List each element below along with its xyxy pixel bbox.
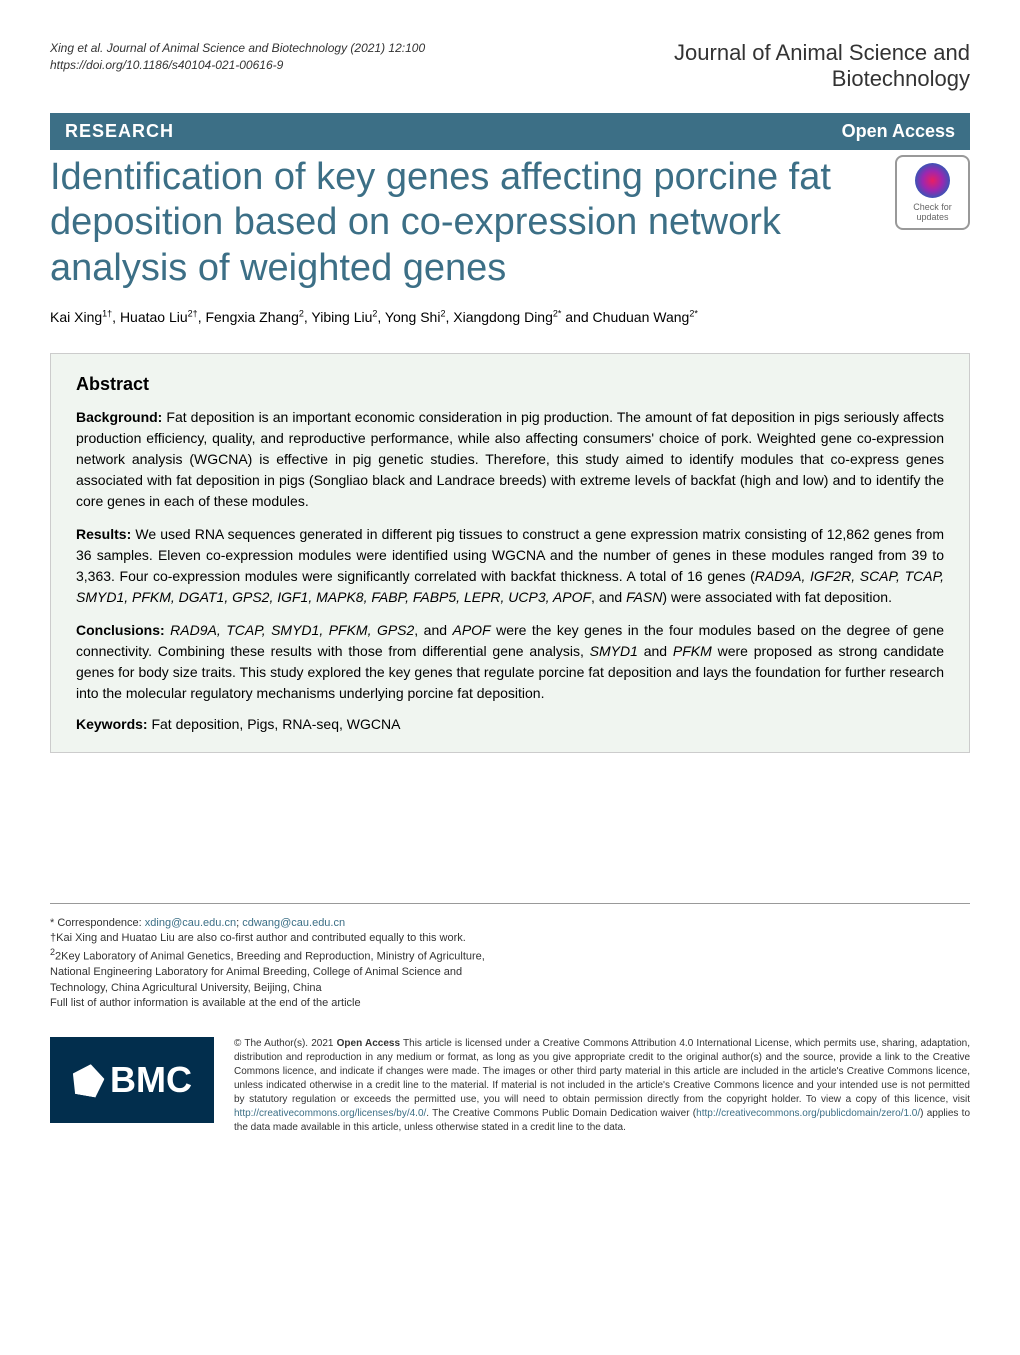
keywords-text: Fat deposition, Pigs, RNA-seq, WGCNA	[148, 716, 401, 732]
author-7-sup: 2*	[689, 308, 698, 318]
background-text: Fat deposition is an important economic …	[76, 409, 944, 509]
bmc-shape-icon	[69, 1061, 106, 1098]
license-link2[interactable]: http://creativecommons.org/publicdomain/…	[696, 1108, 920, 1119]
background-label: Background:	[76, 409, 162, 425]
conclusions-genes-1: RAD9A, TCAP, SMYD1, PFKM, GPS2	[165, 622, 415, 638]
authors-list: Kai Xing1†, Huatao Liu2†, Fengxia Zhang 2…	[50, 307, 970, 328]
journal-line1: Journal of Animal Science and	[674, 40, 970, 66]
license-link1[interactable]: http://creativecommons.org/licenses/by/4…	[234, 1108, 426, 1119]
author-3: , Fengxia Zhang	[198, 309, 299, 325]
author-1-sup: 1†	[102, 308, 112, 318]
bmc-logo: BMC	[50, 1037, 214, 1123]
abstract-results: Results: We used RNA sequences generated…	[76, 524, 944, 608]
license-3: . The Creative Commons Public Domain Ded…	[426, 1108, 696, 1119]
abstract-heading: Abstract	[76, 374, 944, 395]
footnote-2-text: 2Key Laboratory of Animal Genetics, Bree…	[50, 951, 485, 994]
footer: * Correspondence: xding@cau.edu.cn; cdwa…	[50, 903, 970, 1135]
correspondence-email1[interactable]: xding@cau.edu.cn	[145, 917, 236, 929]
footnote-3: Full list of author information is avail…	[50, 996, 510, 1011]
conclusions-text-3: and	[638, 643, 673, 659]
author-2-sup: 2†	[188, 308, 198, 318]
author-5: , Yong Shi	[377, 309, 440, 325]
author-4: , Yibing Liu	[304, 309, 373, 325]
abstract-background: Background: Fat deposition is an importa…	[76, 407, 944, 512]
correspondence-email2[interactable]: cdwang@cau.edu.cn	[242, 917, 345, 929]
correspondence: * Correspondence: xding@cau.edu.cn; cdwa…	[50, 916, 510, 1012]
title-section: Identification of key genes affecting po…	[50, 155, 970, 292]
author-6: , Xiangdong Ding	[445, 309, 552, 325]
citation-line2: https://doi.org/10.1186/s40104-021-00616…	[50, 57, 425, 74]
conclusions-text-1: , and	[414, 622, 452, 638]
header: Xing et al. Journal of Animal Science an…	[50, 40, 970, 93]
results-label: Results:	[76, 526, 131, 542]
conclusions-genes-2: APOF	[453, 622, 491, 638]
abstract-box: Abstract Background: Fat deposition is a…	[50, 353, 970, 753]
bmc-row: BMC © The Author(s). 2021 Open Access Th…	[50, 1037, 970, 1135]
keywords-label: Keywords:	[76, 716, 148, 732]
keywords: Keywords: Fat deposition, Pigs, RNA-seq,…	[76, 716, 944, 732]
author-1: Kai Xing	[50, 309, 102, 325]
article-page: Xing et al. Journal of Animal Science an…	[0, 0, 1020, 1165]
license-text: © The Author(s). 2021 Open Access This a…	[234, 1037, 970, 1135]
citation: Xing et al. Journal of Animal Science an…	[50, 40, 425, 74]
article-title: Identification of key genes affecting po…	[50, 155, 895, 292]
check-updates-badge[interactable]: Check for updates	[895, 155, 970, 230]
abstract-conclusions: Conclusions: RAD9A, TCAP, SMYD1, PFKM, G…	[76, 620, 944, 704]
license-1: © The Author(s). 2021	[234, 1038, 337, 1049]
journal-line2: Biotechnology	[674, 66, 970, 92]
journal-name: Journal of Animal Science and Biotechnol…	[674, 40, 970, 93]
license-bold: Open Access	[337, 1038, 400, 1049]
open-access-label: Open Access	[842, 121, 955, 142]
conclusions-genes-4: PFKM	[673, 643, 712, 659]
results-text-2: , and	[591, 589, 626, 605]
footnote-2: 22Key Laboratory of Animal Genetics, Bre…	[50, 946, 510, 996]
author-7: and Chuduan Wang	[561, 309, 689, 325]
correspondence-label: * Correspondence:	[50, 917, 145, 929]
author-2: , Huatao Liu	[112, 309, 188, 325]
conclusions-genes-3: SMYD1	[590, 643, 638, 659]
spacer	[50, 783, 970, 903]
bmc-text: BMC	[110, 1055, 192, 1105]
conclusions-label: Conclusions:	[76, 622, 165, 638]
crossmark-icon	[915, 163, 950, 198]
research-label: RESEARCH	[65, 121, 174, 142]
footnote-1: †Kai Xing and Huatao Liu are also co-fir…	[50, 931, 510, 946]
citation-line1: Xing et al. Journal of Animal Science an…	[50, 40, 425, 57]
results-text-3: ) were associated with fat deposition.	[662, 589, 892, 605]
research-bar: RESEARCH Open Access	[50, 113, 970, 150]
results-genes-2: FASN	[626, 589, 662, 605]
check-updates-text: Check for updates	[902, 202, 963, 222]
correspondence-line: * Correspondence: xding@cau.edu.cn; cdwa…	[50, 916, 510, 931]
